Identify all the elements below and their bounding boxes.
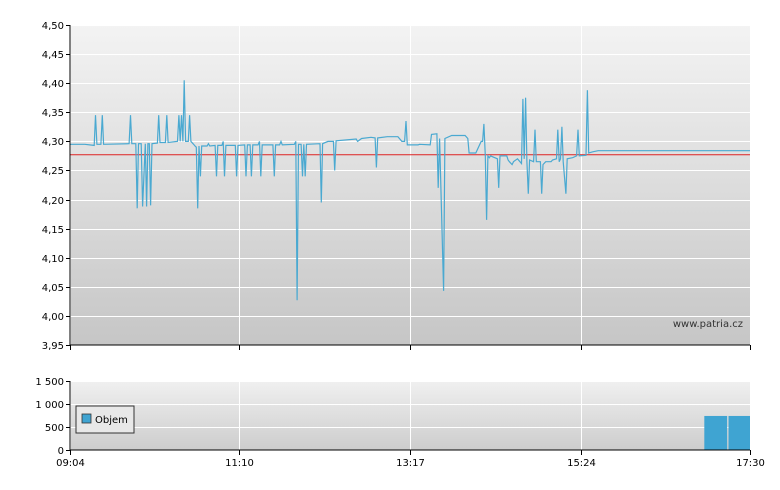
price-y-tick-label: 4,50 [42,21,64,32]
volume-bar [728,415,750,450]
volume-y-tick-label: 500 [45,423,64,434]
volume-x-tick-label: 11:10 [225,458,254,469]
price-y-tick-label: 4,00 [42,312,64,323]
price-y-tick-label: 4,15 [42,225,64,236]
price-y-tick-label: 4,35 [42,108,64,119]
volume-y-tick-label: 0 [58,446,64,457]
price-y-tick-label: 4,45 [42,50,64,61]
price-y-axis: 4,50 4,45 4,40 4,35 4,30 4,25 4,20 4,15 4,10 4,05… [42,21,70,352]
volume-y-tick-label: 1 000 [35,400,64,411]
price-series-line [70,80,750,301]
price-y-tick-label: 4,30 [42,137,64,148]
volume-x-axis: 09:04 11:10 13:17 15:24 17:30 [56,450,765,469]
price-x-axis [70,345,751,350]
legend: Objem [75,405,135,434]
volume-x-tick-label: 15:24 [567,458,596,469]
legend-label: Objem [95,415,128,426]
volume-chart: 1 500 1 000 500 0 09:04 11:10 13:17 15:24 17:30… [35,377,765,469]
price-chart: www.patria.cz 4,504,454,404,354,304,254,… [42,21,751,352]
volume-x-tick-label: 09:04 [56,458,85,469]
volume-bar [704,415,728,450]
price-y-tick-label: 3,95 [42,341,64,352]
price-gridlines [70,25,751,346]
volume-x-tick-label: 17:30 [736,458,765,469]
volume-bars [704,415,750,450]
price-y-tick-label: 4,10 [42,254,64,265]
watermark: www.patria.cz [673,319,743,330]
price-y-tick-label: 4,25 [42,166,64,177]
volume-x-tick-label: 13:17 [396,458,425,469]
price-y-tick-label: 4,40 [42,79,64,90]
price-y-tick-label: 4,05 [42,283,64,294]
legend-swatch [81,413,92,424]
price-y-tick-label: 4,20 [42,196,64,207]
volume-y-tick-label: 1 500 [35,377,64,388]
volume-y-axis: 1 500 1 000 500 0 [35,377,70,457]
